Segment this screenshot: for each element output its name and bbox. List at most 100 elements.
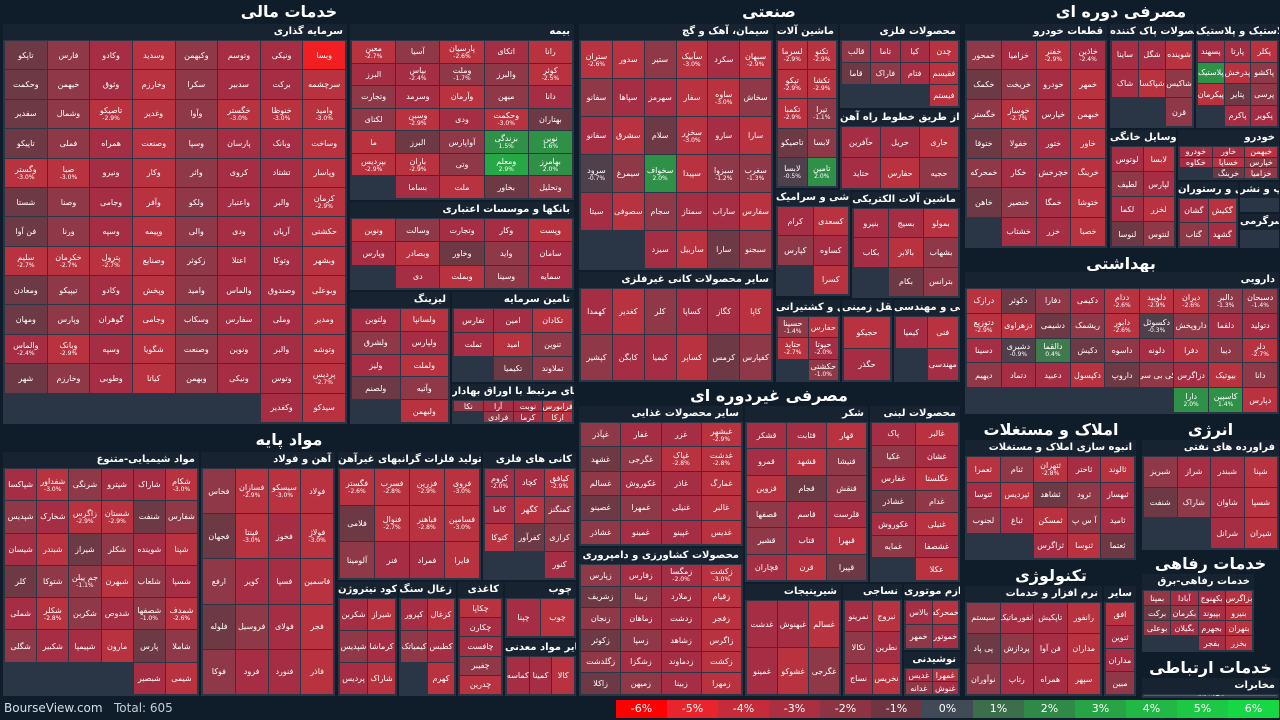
stock-tile[interactable]: وجامی: [132, 305, 175, 334]
stock-tile[interactable]: بخزر: [1225, 636, 1252, 650]
stock-tile[interactable]: سیستم: [967, 603, 1000, 633]
stock-tile[interactable]: وپیمه: [132, 217, 175, 246]
stock-tile[interactable]: لپارس: [1143, 172, 1174, 196]
stock-tile[interactable]: خودرو: [1180, 147, 1212, 157]
stock-tile[interactable]: کرمان -2.9%: [303, 187, 345, 217]
stock-tile[interactable]: ثباغ: [1000, 508, 1034, 533]
stock-tile[interactable]: زقیام: [701, 586, 741, 608]
stock-tile[interactable]: ثعمرا: [967, 457, 1000, 482]
stock-tile[interactable]: فولاژ -3.0%: [301, 514, 333, 559]
stock-tile[interactable]: ولسانپا: [400, 309, 448, 331]
stock-tile[interactable]: غدام: [915, 490, 958, 513]
stock-tile[interactable]: زفجر: [701, 608, 741, 629]
stock-tile[interactable]: خزامیا: [1001, 41, 1036, 70]
stock-tile[interactable]: کالا: [552, 657, 574, 694]
stock-tile[interactable]: حسینا -1.4%: [778, 317, 808, 338]
stock-tile[interactable]: کیمیاتک: [401, 631, 427, 662]
stock-tile[interactable]: وصنعت: [175, 334, 218, 364]
industry-kanifelezi[interactable]: کانی های فلزی کیافق -2.9% کچاد کروم -2.0% کمنگ…: [483, 452, 576, 580]
stock-tile[interactable]: والماس: [218, 276, 260, 305]
stock-tile[interactable]: ثاختر: [1067, 457, 1101, 482]
stock-tile[interactable]: فن آوا: [1034, 633, 1067, 664]
stock-tile[interactable]: غکوروش: [621, 471, 661, 496]
stock-tile[interactable]: زمگسا -2.0%: [661, 565, 701, 586]
stock-tile[interactable]: پکویر: [1251, 105, 1277, 126]
stock-tile[interactable]: شبریز: [1144, 457, 1177, 487]
stock-tile[interactable]: غشان: [915, 445, 958, 468]
stock-tile[interactable]: فسرب -2.8%: [375, 469, 409, 505]
stock-tile[interactable]: زکشت: [701, 651, 741, 673]
stock-tile[interactable]: قجام: [787, 475, 826, 501]
stock-tile[interactable]: غگلستا: [915, 468, 958, 490]
stock-tile[interactable]: سیزد: [644, 231, 676, 268]
stock-tile[interactable]: دالبر -1.3%: [1208, 289, 1243, 313]
stock-tile[interactable]: ارکا: [543, 412, 572, 422]
stock-tile[interactable]: خموتور: [932, 625, 958, 648]
stock-tile[interactable]: وتجارت: [352, 86, 396, 108]
stock-tile[interactable]: دیبا: [1208, 338, 1243, 363]
stock-tile[interactable]: ختوشا: [1071, 188, 1105, 217]
industry-labani[interactable]: محصولات لبنی غالبر پاک غشان غکیا غگلستا غفارس غ…: [870, 406, 960, 582]
stock-tile[interactable]: شیسان: [5, 533, 37, 565]
stock-tile[interactable]: سکرا: [175, 70, 218, 99]
stock-tile[interactable]: کیمیا: [896, 317, 927, 348]
stock-tile[interactable]: امین: [493, 309, 533, 332]
stock-tile[interactable]: غبهنوش: [778, 601, 808, 647]
industry-ahan[interactable]: آهن و فولاد فولاد سیسکو -3.0% فسازان -2.9% فخا…: [201, 452, 335, 696]
stock-tile[interactable]: فخوز: [268, 514, 301, 559]
stock-tile[interactable]: دکیش: [1070, 338, 1105, 363]
stock-tile[interactable]: غصینو: [581, 496, 621, 520]
industry-darooei[interactable]: دارویی دسبحان -1.4% دالبر -1.3% دیران -2.6% دلو…: [965, 272, 1279, 414]
stock-tile[interactable]: خپارس: [1036, 99, 1071, 129]
stock-tile[interactable]: کساپا: [676, 289, 708, 334]
stock-tile[interactable]: ثتوسا: [967, 482, 1000, 507]
stock-tile[interactable]: زفارس: [621, 565, 661, 586]
stock-tile[interactable]: کطبس: [428, 631, 454, 662]
stock-tile[interactable]: خاور: [1212, 147, 1245, 157]
stock-tile[interactable]: سبجنو: [740, 231, 771, 268]
stock-tile[interactable]: وبملت: [440, 265, 484, 288]
stock-tile[interactable]: کوثر -2.5%: [528, 63, 572, 86]
stock-tile[interactable]: قشیر: [747, 528, 786, 554]
stock-tile[interactable]: غگرجی: [809, 648, 839, 694]
stock-tile[interactable]: واید: [484, 242, 528, 265]
stock-tile[interactable]: بنیرو: [854, 209, 888, 238]
stock-tile[interactable]: زبینا: [661, 673, 701, 694]
stock-tile[interactable]: کیمیا: [644, 335, 676, 380]
stock-tile[interactable]: شرنگی: [69, 469, 101, 501]
stock-tile[interactable]: وگستر -3.0%: [5, 158, 47, 187]
stock-tile[interactable]: خنوظا -3.0%: [260, 99, 303, 129]
stock-tile[interactable]: زدماوند: [661, 651, 701, 673]
stock-tile[interactable]: بجهرم: [1198, 621, 1225, 635]
stock-tile[interactable]: خمگا: [1036, 188, 1071, 217]
stock-tile[interactable]: سرود -0.7%: [581, 155, 612, 192]
stock-tile[interactable]: ما: [352, 131, 396, 153]
stock-tile[interactable]: خاذین -2.4%: [1071, 41, 1105, 70]
stock-tile[interactable]: صبا -3.0%: [47, 158, 90, 187]
stock-tile[interactable]: مداران: [1106, 649, 1134, 671]
stock-tile[interactable]: زاگرس: [701, 629, 741, 651]
stock-tile[interactable]: البرز: [352, 63, 396, 86]
stock-tile[interactable]: کگاز: [708, 289, 740, 334]
industry-kaghaz[interactable]: کاغذی چکاپا چکارن چافست چفیبر چدرین: [458, 582, 503, 696]
stock-tile[interactable]: وصنا: [47, 187, 90, 217]
stock-tile[interactable]: کفپارس: [740, 335, 771, 380]
stock-tile[interactable]: سارا: [740, 117, 771, 154]
stock-tile[interactable]: فگستر -2.6%: [340, 469, 374, 505]
stock-tile[interactable]: فن آوا: [5, 217, 47, 246]
stock-tile[interactable]: چکاپا: [460, 599, 501, 618]
stock-tile[interactable]: سخاش: [740, 79, 771, 116]
industry-nashr[interactable]: چاپ و نشر: [1240, 182, 1279, 212]
stock-tile[interactable]: نخریس: [873, 663, 900, 694]
stock-tile[interactable]: ریشمک: [1070, 313, 1105, 338]
stock-tile[interactable]: وحکمت -3.0%: [484, 108, 528, 131]
stock-tile[interactable]: تفارس: [454, 309, 493, 332]
stock-tile[interactable]: وکار: [484, 219, 528, 242]
industry-siman[interactable]: سیمان، آهک و گچ سبهان -2.9% سکرد سآبیک -3.0% س…: [579, 24, 773, 270]
stock-tile[interactable]: غشوکو: [778, 648, 808, 694]
stock-tile[interactable]: فسامین -3.0%: [445, 505, 479, 542]
stock-tile[interactable]: سلیم -2.7%: [5, 246, 47, 276]
stock-tile[interactable]: خبهمن: [1245, 147, 1277, 157]
stock-tile[interactable]: شکربن: [69, 598, 101, 630]
stock-tile[interactable]: خپارس: [1245, 157, 1277, 168]
